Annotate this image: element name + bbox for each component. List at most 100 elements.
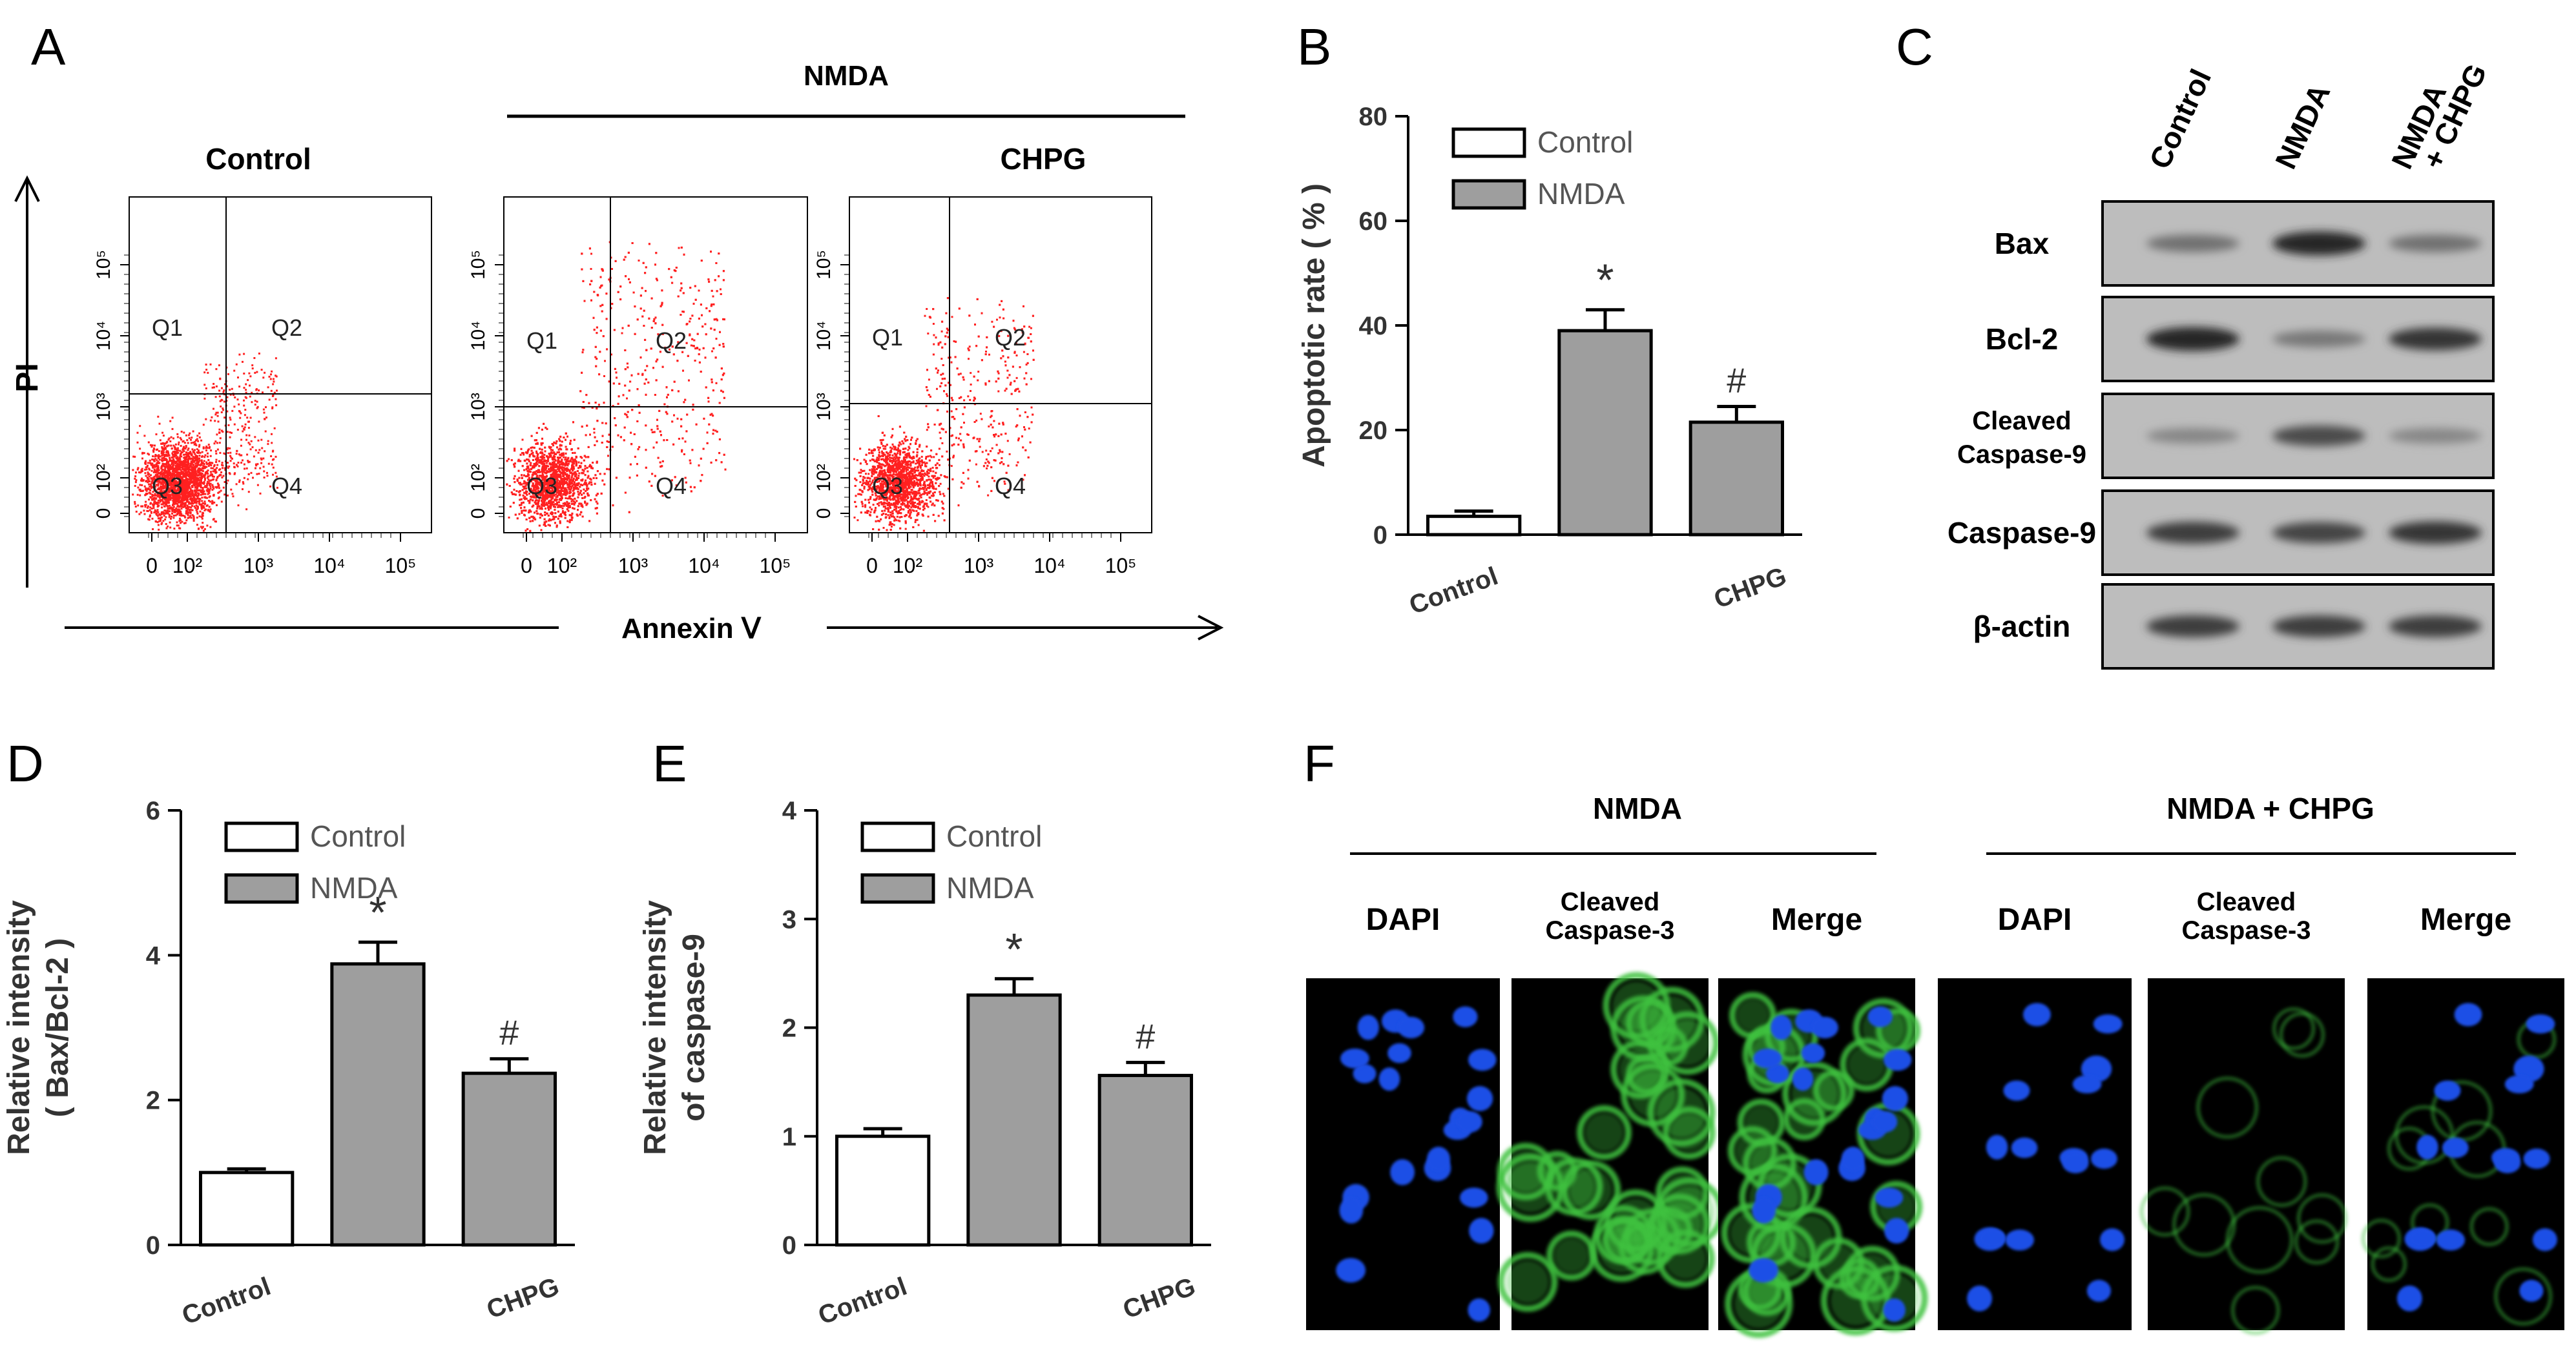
scatter-point [158,422,161,425]
scatter-point [257,439,260,442]
blot-row-label: Caspase-9 [1957,440,2086,469]
scatter-point [270,455,273,457]
scatter-point [149,506,152,509]
scatter-point [192,441,194,444]
dapi-nucleus [1882,1086,1909,1111]
scatter-point [173,528,176,530]
scatter-point [263,477,265,478]
scatter-point [187,495,189,497]
scatter-point [180,484,183,487]
scatter-point [159,481,161,484]
y-tick-label: 0 [146,1231,160,1260]
scatter-point [191,498,194,500]
dapi-nucleus [1353,1063,1376,1084]
scatter-point [238,479,241,482]
significance-marker: # [1136,1017,1155,1056]
scatter-point [187,506,189,508]
scatter-point [223,400,225,403]
scatter-point [244,396,247,398]
scatter-point [233,369,236,372]
scatter-point [165,453,168,456]
scatter-point [178,482,181,485]
scatter-point [147,441,150,444]
scatter-point [168,496,171,498]
scatter-point [179,437,182,439]
scatter-point [160,518,162,520]
scatter-point [258,420,260,423]
scatter-point [178,520,181,522]
scatter-point [164,466,167,469]
scatter-point [163,453,166,456]
scatter-point [156,509,159,511]
scatter-point [180,445,182,447]
scatter-point [216,433,218,436]
quadrant-label: Q4 [271,473,302,499]
plot-title-control: Control [205,142,311,176]
scatter-point [243,387,245,389]
y-axis-label: of caspase-9 [677,934,711,1122]
scatter-point [153,468,156,471]
scatter-point [176,499,179,501]
scatter-point [148,498,150,501]
scatter-point [212,486,214,488]
scatter-point [167,453,170,455]
panel-letter-b: B [1297,18,1331,76]
scatter-point [196,457,199,460]
if-column-label: DAPI [1998,903,2072,937]
scatter-point [165,463,168,465]
scatter-point [174,446,176,449]
scatter-point [147,505,149,508]
scatter-point [180,482,182,485]
scatter-point [148,519,151,521]
dapi-nucleus [1339,1197,1364,1224]
scatter-point [153,466,156,468]
scatter-point [170,436,172,438]
blot-band [2389,521,2482,544]
scatter-point [215,452,218,455]
scatter-point [214,471,217,474]
scatter-point [141,457,143,460]
scatter-point [178,496,180,498]
scatter-point [171,467,173,470]
scatter-point [176,513,178,516]
scatter-point [153,511,156,514]
scatter-point [165,471,168,473]
scatter-point [183,460,185,462]
scatter-point [238,411,241,413]
scatter-point [216,504,218,506]
scatter-point [210,449,213,452]
scatter-point [198,528,200,529]
scatter-point [172,484,174,486]
scatter-point [170,490,172,493]
caspase-cell [2272,1007,2315,1050]
scatter-point [160,482,163,485]
scatter-point [184,447,187,450]
scatter-point [200,459,203,462]
scatter-point [217,420,220,423]
scatter-point [196,497,198,500]
scatter-point [177,504,180,507]
y-tick-label: 2 [782,1014,796,1043]
scatter-point [199,451,202,454]
bar [1688,420,1785,537]
scatter-point [216,482,219,485]
y-tick-label: 4 [146,941,161,970]
scatter-point [229,389,231,391]
scatter-point [212,494,214,497]
scatter-point [152,451,155,453]
scatter-point [185,495,187,497]
scatter-point [191,454,193,457]
scatter-point [220,398,223,401]
scatter-point [218,389,221,392]
scatter-point [205,387,207,389]
scatter-point [132,469,134,471]
scatter-point [158,513,161,515]
scatter-point [151,508,153,510]
scatter-point [151,487,152,489]
scatter-point [209,484,211,486]
scatter-point [195,509,198,511]
scatter-point [167,463,170,466]
caspase-cytoplasm [1744,1105,1778,1140]
scatter-point [161,498,163,501]
scatter-point [194,491,196,493]
